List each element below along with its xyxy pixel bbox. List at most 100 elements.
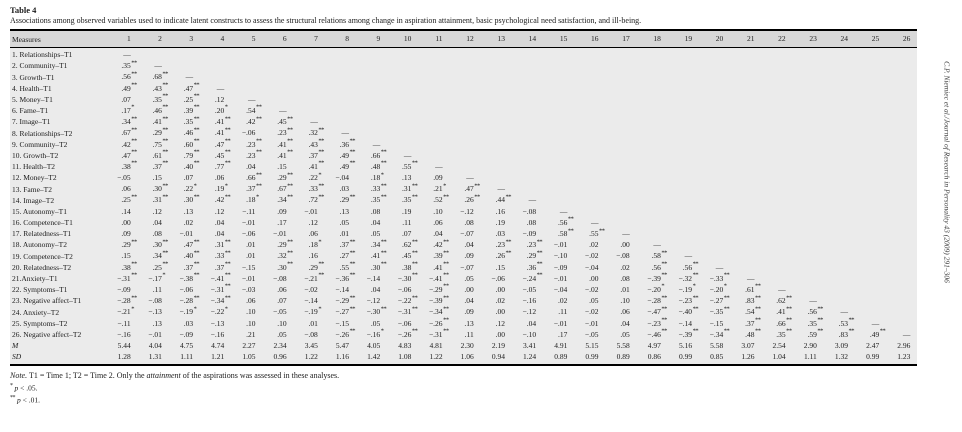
- matrix-cell: −.28 **: [117, 294, 137, 306]
- matrix-cell: .09: [433, 173, 443, 183]
- column-header: 13: [497, 34, 505, 44]
- column-header: 8: [345, 34, 349, 44]
- matrix-cell: .13: [152, 318, 162, 328]
- matrix-cell: −.30 **: [397, 271, 418, 283]
- matrix-cell: —: [310, 117, 318, 127]
- matrix-cell: .42 **: [214, 193, 231, 205]
- matrix-cell: −.21 *: [117, 305, 134, 317]
- matrix-cell: .41 **: [277, 137, 293, 149]
- journal-citation: C.P. Niemiec et al./Journal of Research …: [942, 61, 952, 283]
- table-row: 19. Competence–T2 .15 .34 ** .40 ** .33 ** .01 .3…: [10, 249, 917, 262]
- matrix-cell: .06: [620, 307, 630, 317]
- row-label: 5. Money–T1: [12, 95, 53, 105]
- matrix-cell: .56 **: [682, 260, 699, 272]
- matrix-cell: 1.21: [211, 352, 225, 362]
- matrix-cell: −.04: [335, 173, 349, 183]
- matrix-cell: .36 **: [339, 137, 356, 149]
- matrix-cell: −.30 **: [366, 305, 387, 317]
- matrix-cell: −.14: [304, 296, 318, 306]
- matrix-cell: —: [559, 206, 568, 216]
- matrix-cell: .31 **: [152, 193, 169, 205]
- matrix-cell: .22 *: [308, 171, 322, 183]
- matrix-cell: .02: [557, 296, 568, 306]
- column-header: 4: [220, 34, 225, 44]
- matrix-cell: −.05: [117, 173, 131, 183]
- matrix-cell: −.40 **: [678, 305, 699, 317]
- table-row: 1. Relationships–T1 —: [10, 49, 917, 60]
- row-label: 12. Money–T2: [12, 173, 57, 183]
- row-label: 7. Image–T1: [12, 117, 51, 127]
- matrix-cell: .42 **: [121, 137, 137, 149]
- matrix-cell: .47 **: [464, 182, 480, 194]
- matrix-cell: .17: [557, 329, 568, 339]
- matrix-cell: .37 **: [339, 238, 356, 250]
- table-row: 4. Health–T1 .49 ** .43 ** .47 ** —: [10, 82, 917, 94]
- matrix-cell: 0.99: [678, 352, 693, 362]
- correlation-table: Measures 1 2 3 4 5 6 7 8 9 10 11 12 13 14 15 16 17 18 19 20 2…: [10, 29, 917, 367]
- matrix-cell: 3.41: [523, 340, 537, 350]
- matrix-cell: .61 **: [152, 148, 169, 160]
- matrix-cell: .00: [495, 329, 505, 339]
- table-row: 18. Autonomy–T2 .29 ** .30 ** .47 ** .31 ** .01 .2…: [10, 239, 917, 250]
- note-text-before: T1 = Time 1; T2 = Time 2. Only the: [27, 371, 147, 381]
- matrix-cell: 2.19: [491, 340, 505, 350]
- matrix-cell: —: [528, 195, 537, 205]
- matrix-cell: −.09: [522, 229, 537, 239]
- matrix-cell: .29 **: [277, 171, 293, 183]
- matrix-cell: .00: [495, 307, 505, 317]
- matrix-cell: 5.44: [117, 340, 131, 350]
- matrix-cell: .45 **: [402, 249, 418, 261]
- matrix-cell: 2.90: [803, 340, 817, 350]
- table-block: Table 4 Associations among observed vari…: [10, 5, 917, 406]
- matrix-cell: .04: [370, 217, 381, 227]
- matrix-cell: .33 **: [214, 249, 231, 261]
- matrix-cell: −.16: [210, 329, 225, 339]
- matrix-cell: —: [653, 240, 661, 250]
- column-header: 7: [314, 34, 318, 44]
- table-row: 24. Anxiety–T2 −.21 * −.13 −.19 * −.22 * .10 −.05…: [10, 305, 917, 318]
- matrix-cell: .01: [246, 251, 256, 261]
- column-header: 14: [528, 34, 537, 44]
- matrix-cell: 4.81: [429, 340, 443, 350]
- matrix-cell: −.01: [304, 206, 318, 216]
- matrix-cell: .67 **: [121, 126, 137, 138]
- matrix-cell: −.22 *: [210, 305, 228, 317]
- matrix-cell: 0.86: [647, 352, 661, 362]
- matrix-cell: .32 **: [308, 126, 324, 138]
- matrix-cell: —: [715, 262, 724, 272]
- matrix-cell: .35 **: [183, 115, 200, 127]
- matrix-cell: −.28 **: [647, 294, 667, 306]
- matrix-cell: −.08: [304, 329, 318, 339]
- matrix-cell: .54 **: [246, 103, 262, 115]
- matrix-cell: .06: [214, 173, 225, 183]
- matrix-cell: .05: [339, 217, 349, 227]
- matrix-cell: .10: [246, 307, 256, 317]
- matrix-cell: —: [840, 307, 849, 317]
- matrix-cell: −.01: [553, 273, 568, 283]
- matrix-cell: .35 **: [402, 193, 418, 205]
- matrix-cell: 0.85: [710, 352, 724, 362]
- matrix-cell: 0.89: [616, 352, 630, 362]
- matrix-cell: .06: [277, 284, 287, 294]
- matrix-cell: .06: [433, 217, 443, 227]
- matrix-cell: −.12: [460, 206, 474, 216]
- matrix-cell: −.26 **: [335, 327, 355, 339]
- matrix-cell: −.01: [553, 318, 568, 328]
- table-row: 13. Fame–T2 .06 .30 ** .22 * .19 * .37 ** .67 ** .33…: [10, 183, 917, 194]
- matrix-cell: −.41 **: [428, 271, 449, 283]
- matrix-cell: —: [684, 251, 693, 261]
- row-label: 4. Health–T1: [12, 83, 52, 93]
- matrix-cell: −.36 **: [335, 271, 355, 283]
- matrix-cell: 1.24: [523, 352, 537, 362]
- matrix-cell: .04: [464, 240, 474, 250]
- column-header: 9: [376, 34, 381, 44]
- header-row: Measures 1 2 3 4 5 6 7 8 9 10 11 12 13 14 15 16 17 18 19 20 2…: [10, 31, 917, 49]
- matrix-cell: —: [871, 318, 880, 328]
- matrix-cell: .48 **: [745, 327, 761, 339]
- matrix-cell: .10: [277, 318, 287, 328]
- matrix-cell: 4.74: [211, 340, 225, 350]
- matrix-cell: −.13: [210, 318, 225, 328]
- matrix-cell: 2.47: [866, 340, 880, 350]
- matrix-cell: .00: [495, 284, 505, 294]
- matrix-cell: .00: [589, 273, 599, 283]
